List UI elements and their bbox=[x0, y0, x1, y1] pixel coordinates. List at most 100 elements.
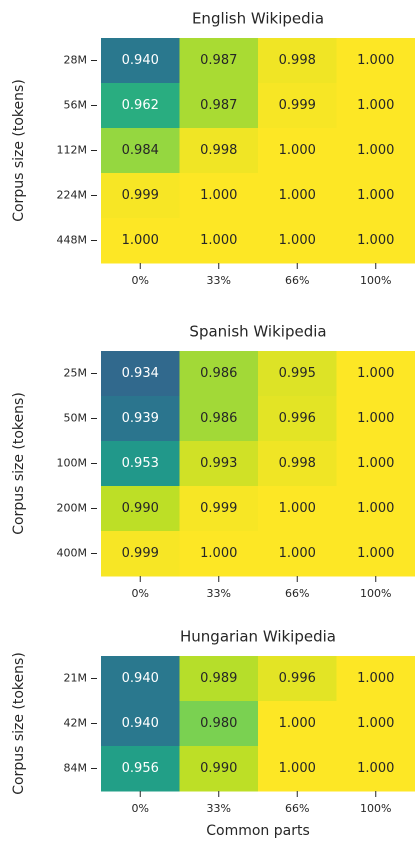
heatmap-cell bbox=[101, 351, 180, 397]
cell-label: 0.999 bbox=[279, 98, 316, 113]
heatmap-cell bbox=[101, 656, 180, 702]
cell-label: 1.000 bbox=[279, 546, 316, 561]
cell-label: 0.953 bbox=[122, 456, 159, 471]
cell-label: 0.940 bbox=[122, 53, 159, 68]
heatmap-cell bbox=[336, 486, 415, 532]
y-tick-label: 28M bbox=[64, 54, 88, 67]
heatmap-cell bbox=[258, 173, 337, 219]
y-tick-label: 100M bbox=[57, 457, 88, 470]
heatmap-cell bbox=[336, 218, 415, 264]
heatmap-cell bbox=[258, 656, 337, 702]
heatmap-cell bbox=[179, 746, 259, 792]
y-tick-label: 50M bbox=[64, 412, 88, 425]
heatmap-cell bbox=[101, 173, 180, 219]
heatmap-cell bbox=[101, 441, 180, 487]
cell-label: 0.995 bbox=[279, 366, 316, 381]
cell-label: 1.000 bbox=[357, 411, 394, 426]
y-tick-label: 112M bbox=[57, 144, 88, 157]
y-tick-label: 400M bbox=[57, 547, 88, 560]
y-tick-label: 448M bbox=[57, 234, 88, 247]
cell-label: 0.980 bbox=[200, 716, 237, 731]
heatmap-cell bbox=[101, 486, 180, 532]
x-tick-label: 33% bbox=[207, 802, 231, 815]
x-tick-label: 0% bbox=[132, 274, 149, 287]
heatmap-cell bbox=[101, 531, 180, 577]
heatmap-cell bbox=[336, 656, 415, 702]
cell-label: 1.000 bbox=[279, 143, 316, 158]
cell-label: 0.986 bbox=[200, 411, 237, 426]
cell-label: 1.000 bbox=[357, 366, 394, 381]
heatmap-cell bbox=[101, 218, 180, 264]
heatmap-cell bbox=[336, 173, 415, 219]
cell-label: 1.000 bbox=[357, 188, 394, 203]
cell-label: 0.999 bbox=[122, 188, 159, 203]
heatmap-cell bbox=[258, 128, 337, 174]
cell-label: 0.989 bbox=[200, 671, 237, 686]
x-tick-label: 66% bbox=[285, 274, 309, 287]
cell-label: 0.998 bbox=[200, 143, 237, 158]
cell-label: 1.000 bbox=[357, 716, 394, 731]
heatmap-cell bbox=[179, 83, 259, 129]
cell-label: 0.987 bbox=[200, 98, 237, 113]
heatmap-cell bbox=[101, 128, 180, 174]
cell-label: 1.000 bbox=[357, 456, 394, 471]
cell-label: 1.000 bbox=[357, 98, 394, 113]
heatmap-cell bbox=[336, 531, 415, 577]
cell-label: 0.939 bbox=[122, 411, 159, 426]
cell-label: 0.940 bbox=[122, 716, 159, 731]
heatmap-cell bbox=[258, 351, 337, 397]
heatmap-cell bbox=[179, 701, 259, 747]
heatmap-cell bbox=[336, 38, 415, 84]
heatmap-cell bbox=[101, 701, 180, 747]
heatmap-cell bbox=[179, 218, 259, 264]
cell-label: 1.000 bbox=[357, 761, 394, 776]
heatmap-cell bbox=[258, 38, 337, 84]
cell-label: 0.998 bbox=[279, 456, 316, 471]
cell-label: 0.987 bbox=[200, 53, 237, 68]
heatmap-cell bbox=[101, 38, 180, 84]
heatmap-cell bbox=[179, 656, 259, 702]
heatmap-cell bbox=[179, 351, 259, 397]
cell-label: 0.940 bbox=[122, 671, 159, 686]
heatmap-cell bbox=[336, 441, 415, 487]
cell-label: 1.000 bbox=[279, 716, 316, 731]
heatmap-cell bbox=[179, 38, 259, 84]
cell-label: 1.000 bbox=[357, 53, 394, 68]
heatmap-cell bbox=[258, 396, 337, 442]
heatmap-cell bbox=[258, 218, 337, 264]
heatmap-cell bbox=[101, 396, 180, 442]
cell-label: 0.956 bbox=[122, 761, 159, 776]
cell-label: 0.999 bbox=[122, 546, 159, 561]
heatmap-cell bbox=[336, 396, 415, 442]
heatmap-cell bbox=[258, 441, 337, 487]
y-axis-label: Corpus size (tokens) bbox=[11, 79, 27, 222]
y-tick-label: 56M bbox=[64, 99, 88, 112]
heatmap-cell bbox=[101, 746, 180, 792]
heatmap-cell bbox=[336, 351, 415, 397]
heatmap-cell bbox=[258, 83, 337, 129]
x-tick-label: 33% bbox=[207, 274, 231, 287]
cell-label: 1.000 bbox=[357, 143, 394, 158]
y-tick-label: 25M bbox=[64, 367, 88, 380]
cell-label: 1.000 bbox=[357, 501, 394, 516]
y-tick-label: 21M bbox=[64, 672, 88, 685]
cell-label: 0.998 bbox=[279, 53, 316, 68]
heatmap-cell bbox=[258, 746, 337, 792]
heatmap-cell bbox=[336, 701, 415, 747]
x-tick-label: 0% bbox=[132, 802, 149, 815]
cell-label: 0.962 bbox=[122, 98, 159, 113]
heatmap-cell bbox=[179, 128, 259, 174]
heatmap-cell bbox=[258, 531, 337, 577]
cell-label: 1.000 bbox=[357, 546, 394, 561]
heatmap-cell bbox=[179, 531, 259, 577]
y-tick-label: 200M bbox=[57, 502, 88, 515]
cell-label: 0.934 bbox=[122, 366, 159, 381]
y-axis-label: Corpus size (tokens) bbox=[11, 392, 27, 535]
cell-label: 1.000 bbox=[122, 233, 159, 248]
cell-label: 1.000 bbox=[279, 761, 316, 776]
heatmap-cell bbox=[336, 83, 415, 129]
cell-label: 1.000 bbox=[279, 188, 316, 203]
cell-label: 1.000 bbox=[200, 188, 237, 203]
cell-label: 0.986 bbox=[200, 366, 237, 381]
